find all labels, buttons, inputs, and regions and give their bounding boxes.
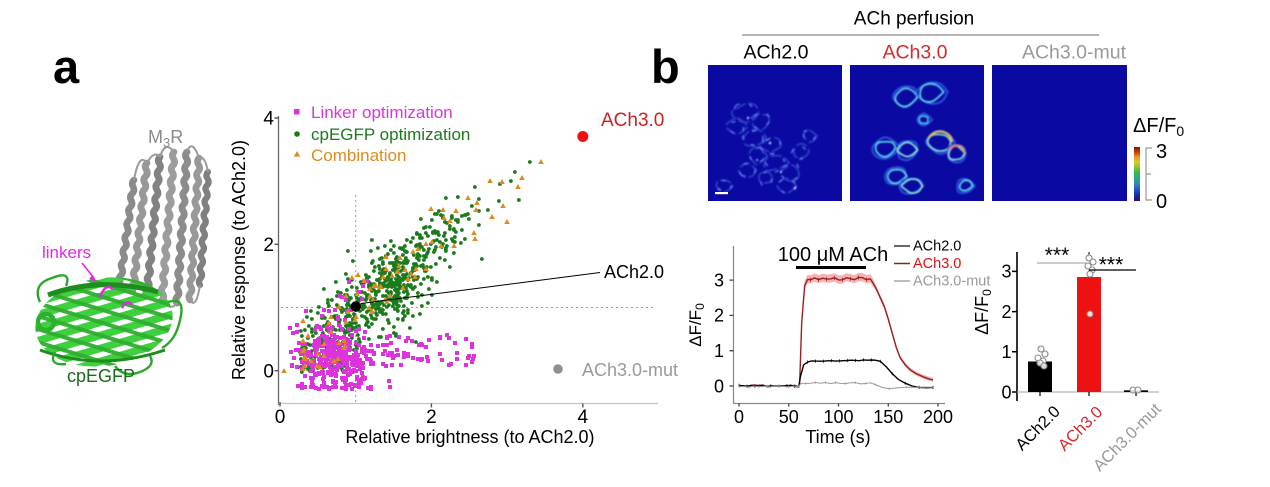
svg-text:ACh3.0-mut: ACh3.0-mut [582,360,678,380]
svg-text:3: 3 [714,270,724,290]
svg-text:ACh3.0-mut: ACh3.0-mut [1022,42,1127,64]
svg-text:4: 4 [578,407,589,428]
svg-text:100: 100 [823,407,853,427]
svg-text:100 μM ACh: 100 μM ACh [778,244,888,266]
svg-text:ACh2.0: ACh2.0 [913,239,961,255]
svg-text:cpEGFP: cpEGFP [67,366,135,386]
svg-text:Time (s): Time (s) [805,427,870,447]
svg-text:0: 0 [275,407,286,428]
svg-text:a: a [53,40,80,93]
svg-text:ΔF/F0: ΔF/F0 [972,289,994,335]
svg-text:3: 3 [1001,262,1011,282]
svg-text:ΔF/F0: ΔF/F0 [686,303,707,347]
svg-text:0: 0 [263,362,274,383]
svg-text:200: 200 [923,407,953,427]
svg-text:Linker optimization: Linker optimization [311,103,453,122]
svg-text:ACh3.0: ACh3.0 [882,42,947,64]
svg-text:ACh2.0: ACh2.0 [604,262,664,282]
svg-text:3: 3 [1156,141,1167,163]
svg-text:ACh2.0: ACh2.0 [1012,403,1064,455]
svg-text:Combination: Combination [311,146,406,165]
svg-text:0: 0 [1156,191,1167,213]
svg-text:4: 4 [263,109,274,130]
svg-text:b: b [651,40,680,93]
svg-text:1: 1 [714,341,724,361]
svg-text:M3R: M3R [148,127,183,150]
svg-text:2: 2 [1001,302,1011,322]
svg-text:0: 0 [714,376,724,396]
svg-text:Relative response (to ACh2.0): Relative response (to ACh2.0) [229,140,249,380]
svg-text:50: 50 [779,407,799,427]
svg-text:ACh3.0: ACh3.0 [601,110,664,131]
svg-text:ACh3.0-mut: ACh3.0-mut [913,274,990,290]
svg-text:1: 1 [1001,342,1011,362]
svg-text:2: 2 [714,306,724,326]
svg-text:2: 2 [263,235,274,256]
svg-text:***: *** [1045,244,1070,267]
svg-text:linkers: linkers [42,243,91,262]
svg-text:0: 0 [734,407,744,427]
svg-text:ACh3.0: ACh3.0 [913,256,961,272]
svg-text:0: 0 [1001,382,1011,402]
svg-text:2: 2 [426,407,437,428]
svg-text:ACh3.0: ACh3.0 [1055,403,1107,455]
svg-text:ACh perfusion: ACh perfusion [854,9,974,30]
svg-text:150: 150 [873,407,903,427]
svg-text:Relative brightness (to ACh2.0: Relative brightness (to ACh2.0) [345,427,594,447]
svg-text:ACh2.0: ACh2.0 [743,42,808,64]
svg-text:***: *** [1099,254,1124,277]
svg-text:ΔF/F0: ΔF/F0 [1133,115,1184,139]
svg-text:cpEGFP optimization: cpEGFP optimization [311,125,470,144]
